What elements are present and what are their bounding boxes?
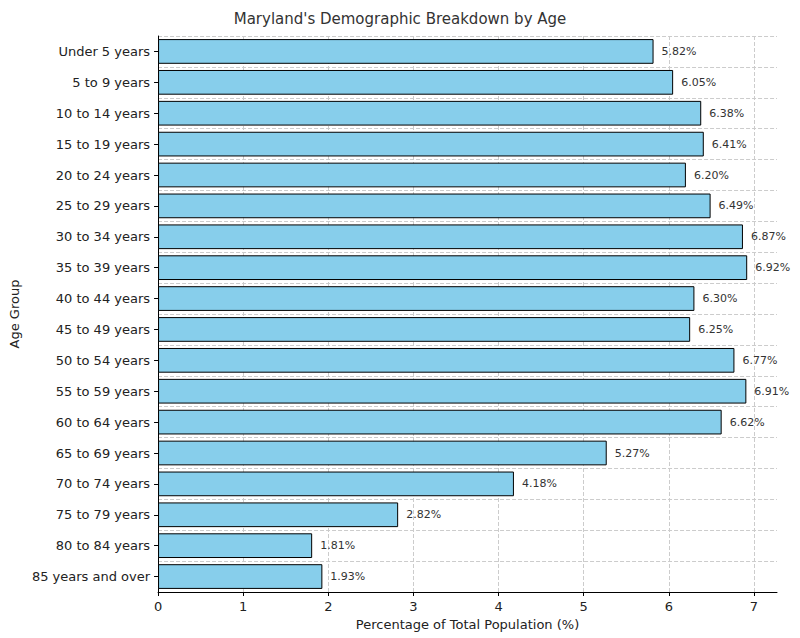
svg-text:Percentage of Total Population: Percentage of Total Population (%): [356, 617, 579, 632]
svg-text:1.81%: 1.81%: [320, 539, 355, 552]
svg-text:6.25%: 6.25%: [698, 323, 733, 336]
svg-text:1: 1: [239, 599, 247, 614]
svg-text:6.91%: 6.91%: [754, 385, 789, 398]
svg-text:6.38%: 6.38%: [709, 107, 744, 120]
svg-text:75 to 79 years: 75 to 79 years: [56, 507, 151, 522]
svg-text:6.49%: 6.49%: [719, 199, 754, 212]
svg-text:50 to 54 years: 50 to 54 years: [56, 353, 151, 368]
svg-text:2.82%: 2.82%: [406, 508, 441, 521]
svg-text:70 to 74 years: 70 to 74 years: [56, 476, 151, 491]
svg-text:5.82%: 5.82%: [662, 45, 697, 58]
svg-text:15 to 19 years: 15 to 19 years: [56, 137, 151, 152]
svg-text:10 to 14 years: 10 to 14 years: [56, 106, 151, 121]
svg-text:85 years and over: 85 years and over: [32, 569, 151, 584]
svg-text:55 to 59 years: 55 to 59 years: [56, 384, 151, 399]
svg-text:2: 2: [324, 599, 332, 614]
svg-text:60 to 64 years: 60 to 64 years: [56, 415, 151, 430]
svg-text:Under 5 years: Under 5 years: [58, 44, 150, 59]
svg-text:80 to 84 years: 80 to 84 years: [56, 538, 151, 553]
svg-text:30 to 34 years: 30 to 34 years: [56, 229, 151, 244]
svg-text:45 to 49 years: 45 to 49 years: [56, 322, 151, 337]
svg-text:25 to 29 years: 25 to 29 years: [56, 198, 151, 213]
svg-text:6.77%: 6.77%: [742, 354, 777, 367]
svg-text:7: 7: [750, 599, 758, 614]
svg-text:6.92%: 6.92%: [755, 261, 790, 274]
svg-text:5.27%: 5.27%: [615, 447, 650, 460]
svg-text:4: 4: [494, 599, 502, 614]
svg-text:20 to 24 years: 20 to 24 years: [56, 168, 151, 183]
svg-text:6.30%: 6.30%: [702, 292, 737, 305]
svg-text:6.05%: 6.05%: [681, 76, 716, 89]
svg-text:40 to 44 years: 40 to 44 years: [56, 291, 151, 306]
svg-text:5: 5: [580, 599, 588, 614]
svg-text:6.20%: 6.20%: [694, 169, 729, 182]
svg-text:5 to 9 years: 5 to 9 years: [72, 75, 150, 90]
svg-text:35 to 39 years: 35 to 39 years: [56, 260, 151, 275]
svg-text:6.87%: 6.87%: [751, 230, 786, 243]
svg-text:65 to 69 years: 65 to 69 years: [56, 446, 151, 461]
svg-text:1.93%: 1.93%: [330, 570, 365, 583]
svg-text:0: 0: [154, 599, 162, 614]
svg-text:6.41%: 6.41%: [712, 138, 747, 151]
svg-text:6: 6: [665, 599, 673, 614]
svg-text:3: 3: [409, 599, 417, 614]
svg-text:4.18%: 4.18%: [522, 477, 557, 490]
svg-text:6.62%: 6.62%: [730, 416, 765, 429]
svg-text:Age Group: Age Group: [7, 280, 22, 349]
svg-text:Maryland's Demographic Breakdo: Maryland's Demographic Breakdown by Age: [234, 10, 567, 28]
